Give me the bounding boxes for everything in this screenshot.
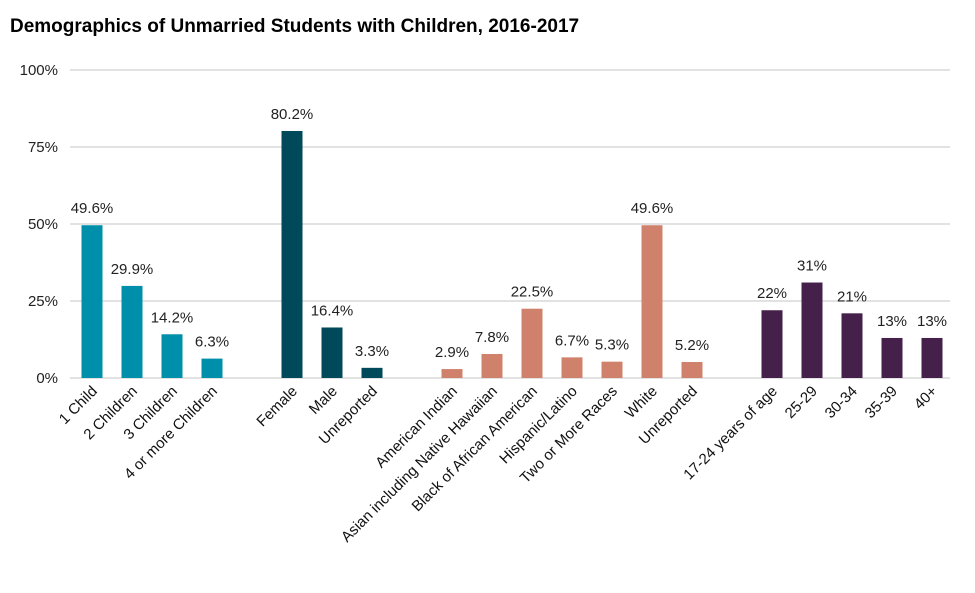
bar <box>481 353 503 378</box>
y-tick-label: 75% <box>28 139 58 156</box>
data-label: 49.6% <box>631 200 674 217</box>
data-label: 13% <box>877 313 907 330</box>
y-tick-label: 50% <box>28 216 58 233</box>
chart-title: Demographics of Unmarried Students with … <box>10 16 579 37</box>
data-label: 13% <box>917 313 947 330</box>
data-label: 22% <box>757 285 787 302</box>
bar <box>841 313 863 378</box>
bar <box>201 358 223 378</box>
x-tick-label: 25-29 <box>782 383 821 422</box>
bar <box>881 337 903 378</box>
bar <box>561 357 583 378</box>
y-tick-label: 100% <box>20 62 58 79</box>
data-label: 3.3% <box>355 343 389 360</box>
data-label: 22.5% <box>511 284 554 301</box>
data-label: 31% <box>797 258 827 275</box>
data-label: 7.8% <box>475 329 509 346</box>
bar <box>281 130 303 378</box>
data-label: 2.9% <box>435 344 469 361</box>
x-tick-label: 40+ <box>911 383 941 413</box>
bar <box>761 310 783 378</box>
y-tick-label: 25% <box>28 293 58 310</box>
x-tick-label: 30-34 <box>822 383 861 422</box>
bar <box>921 337 943 378</box>
data-label: 5.3% <box>595 337 629 354</box>
bar <box>321 327 343 378</box>
data-label: 6.7% <box>555 332 589 349</box>
data-label: 21% <box>837 288 867 305</box>
data-label: 6.3% <box>195 334 229 351</box>
bar <box>81 225 103 378</box>
x-tick-label: Female <box>253 383 300 430</box>
bar <box>361 367 383 378</box>
x-tick-label: Male <box>306 383 341 418</box>
bar <box>161 334 183 378</box>
bar <box>681 361 703 378</box>
bar <box>601 361 623 378</box>
data-label: 29.9% <box>111 261 154 278</box>
y-tick-label: 0% <box>36 370 58 387</box>
bar <box>521 308 543 378</box>
data-label: 49.6% <box>71 200 114 217</box>
bar <box>641 225 663 378</box>
x-tick-label: 35-39 <box>862 383 901 422</box>
bar <box>121 285 143 378</box>
data-label: 14.2% <box>151 309 194 326</box>
data-label: 80.2% <box>271 106 314 123</box>
data-label: 5.2% <box>675 337 709 354</box>
bar <box>441 369 463 378</box>
data-label: 16.4% <box>311 302 354 319</box>
bar <box>801 282 823 378</box>
